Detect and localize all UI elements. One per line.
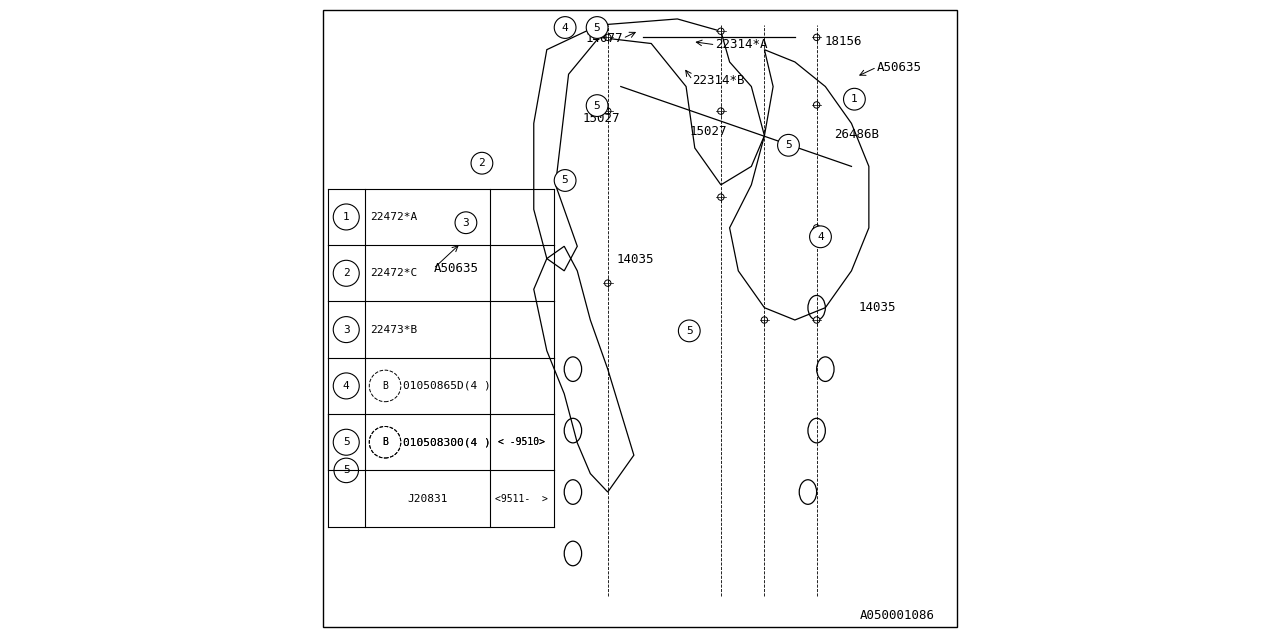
Circle shape xyxy=(604,280,611,286)
Text: 010508300(4 ): 010508300(4 ) xyxy=(403,437,492,447)
Text: 01050865D(4 ): 01050865D(4 ) xyxy=(403,381,492,391)
Text: 1: 1 xyxy=(851,94,858,104)
Text: 2: 2 xyxy=(343,268,349,278)
Circle shape xyxy=(814,102,820,108)
Text: B: B xyxy=(383,437,388,447)
Text: 14035: 14035 xyxy=(859,301,896,314)
Text: 15027: 15027 xyxy=(582,112,620,125)
Text: 3: 3 xyxy=(462,218,470,228)
Text: 3: 3 xyxy=(343,324,349,335)
Text: 22473*B: 22473*B xyxy=(370,324,417,335)
Text: B: B xyxy=(383,381,388,391)
Circle shape xyxy=(586,17,608,38)
Text: 22472*A: 22472*A xyxy=(370,212,417,222)
Text: 4: 4 xyxy=(343,381,349,391)
Text: 18156: 18156 xyxy=(826,35,863,48)
Circle shape xyxy=(554,170,576,191)
Circle shape xyxy=(762,317,768,323)
Text: 15027: 15027 xyxy=(689,125,727,138)
Circle shape xyxy=(718,194,724,200)
Circle shape xyxy=(456,212,477,234)
Text: A50635: A50635 xyxy=(877,61,922,74)
Text: <9511-  >: <9511- > xyxy=(495,493,548,504)
Text: 4: 4 xyxy=(817,232,824,242)
Text: 5: 5 xyxy=(562,175,568,186)
Text: 5: 5 xyxy=(343,465,349,476)
Text: 1: 1 xyxy=(343,212,349,222)
Text: J20831: J20831 xyxy=(407,493,448,504)
Circle shape xyxy=(718,108,724,115)
Text: 14077: 14077 xyxy=(585,32,623,45)
Text: < -9510>: < -9510> xyxy=(498,437,545,447)
Circle shape xyxy=(778,134,799,156)
Text: 5: 5 xyxy=(343,437,349,447)
Circle shape xyxy=(844,88,865,110)
Circle shape xyxy=(718,28,724,35)
Text: 22314*A: 22314*A xyxy=(716,38,768,51)
Circle shape xyxy=(604,34,611,40)
Text: 5: 5 xyxy=(594,22,600,33)
Circle shape xyxy=(814,34,820,40)
Text: 14035: 14035 xyxy=(617,253,654,266)
Text: 5: 5 xyxy=(785,140,792,150)
Text: B: B xyxy=(383,437,388,447)
Circle shape xyxy=(810,226,832,248)
Circle shape xyxy=(678,320,700,342)
Text: < -9510>: < -9510> xyxy=(498,437,545,447)
Text: A050001086: A050001086 xyxy=(859,609,934,622)
Text: 5: 5 xyxy=(686,326,692,336)
Text: A50635: A50635 xyxy=(433,262,479,275)
Circle shape xyxy=(814,225,820,231)
Text: 010508300(4 ): 010508300(4 ) xyxy=(403,437,492,447)
Circle shape xyxy=(604,108,611,115)
Text: 5: 5 xyxy=(594,100,600,111)
Circle shape xyxy=(471,152,493,174)
Text: 22314*B: 22314*B xyxy=(692,74,745,86)
Text: 2: 2 xyxy=(479,158,485,168)
Circle shape xyxy=(814,317,820,323)
Circle shape xyxy=(586,95,608,116)
Text: 22472*C: 22472*C xyxy=(370,268,417,278)
Circle shape xyxy=(554,17,576,38)
Text: 26486B: 26486B xyxy=(835,128,879,141)
Text: 4: 4 xyxy=(562,22,568,33)
